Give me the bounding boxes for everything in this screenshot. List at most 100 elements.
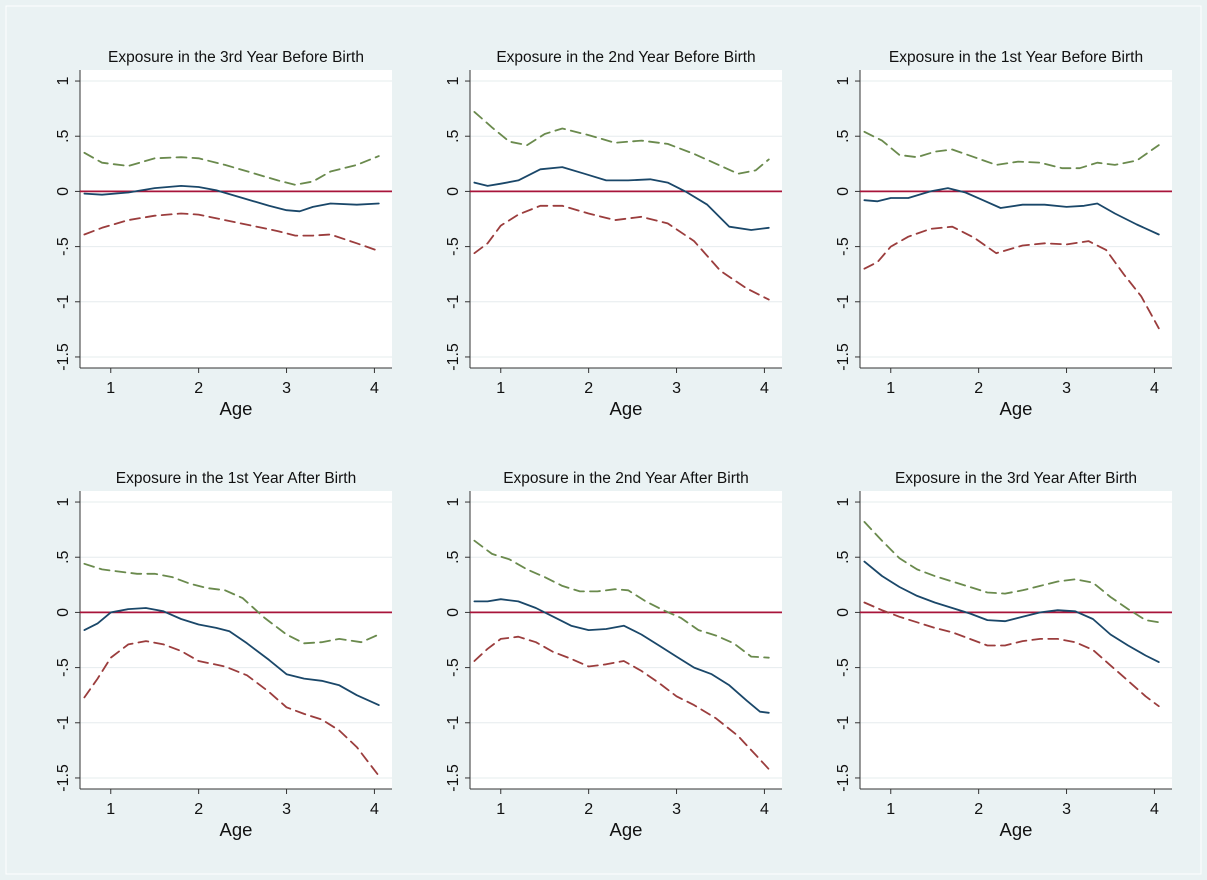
y-tick-label: -1.5 [835,764,852,792]
x-tick-label: 4 [370,380,379,397]
series-upper-line [83,562,380,645]
x-tick-label: 1 [886,380,895,397]
x-tick-label: 4 [1150,380,1159,397]
y-tick-label: -1 [445,295,462,309]
x-tick-label: 1 [496,380,505,397]
y-tick-label: 1 [835,497,852,506]
plot-area [80,70,392,368]
series-lower-line [473,635,770,770]
series-estimate-line [863,560,1160,663]
series-lower-line [473,204,770,301]
chart-title: Exposure in the 2nd Year After Birth [503,470,749,487]
series-estimate-line [863,187,1160,236]
y-tick-label: 1 [445,76,462,85]
x-tick-label: 2 [194,380,203,397]
series-lower-line [863,601,1160,708]
x-tick-label: 1 [886,801,895,818]
series-lower-line [83,212,380,252]
y-tick-label: -1.5 [55,343,72,371]
y-tick-label: -.5 [55,237,72,256]
x-tick-label: 3 [672,380,681,397]
series-estimate-line [473,166,770,231]
x-tick-label: 3 [1062,801,1071,818]
series-upper-line [83,151,380,186]
y-tick-label: -1 [55,295,72,309]
y-tick-label: .5 [835,550,852,563]
x-tick-label: 4 [760,380,769,397]
y-tick-label: 1 [835,76,852,85]
chart-panel-2: -1.5 -1 -.5 0 .5 1 1 2 3 4 Exposure in the 2nd Yea… [445,49,782,419]
chart-title: Exposure in the 3rd Year Before Birth [108,49,364,66]
x-tick-label: 2 [974,801,983,818]
x-tick-label: 3 [282,380,291,397]
series-estimate-line [473,598,770,714]
y-tick-label: 0 [55,608,72,617]
y-tick-label: .5 [55,550,72,563]
chart-panel-5: -1.5 -1 -.5 0 .5 1 1 2 3 4 Exposure in the 2nd Yea… [445,470,782,840]
y-tick-label: .5 [445,550,462,563]
y-tick-label: 1 [55,497,72,506]
series-lower-line [863,225,1160,330]
series-upper-line [863,521,1160,624]
y-tick-label: 1 [55,76,72,85]
chart-panel-4: -1.5 -1 -.5 0 .5 1 1 2 3 4 Exposure in the 1st Yea… [55,470,392,840]
series-estimate-line [83,184,380,213]
chart-panel-1: -1.5 -1 -.5 0 .5 1 1 2 3 4 Exposure in the 3rd Yea… [55,49,392,419]
x-axis-label: Age [610,398,643,419]
series-upper-line [473,111,770,175]
y-tick-label: -1.5 [445,343,462,371]
series-lower-line [83,640,380,777]
series-upper-line [473,539,770,659]
series-estimate-line [83,607,380,706]
x-tick-label: 3 [282,801,291,818]
plot-area [470,491,782,789]
x-tick-label: 2 [974,380,983,397]
x-axis-label: Age [220,398,253,419]
x-tick-label: 2 [194,801,203,818]
x-axis-label: Age [610,819,643,840]
x-tick-label: 2 [584,380,593,397]
x-tick-label: 4 [1150,801,1159,818]
y-tick-label: 0 [445,187,462,196]
y-tick-label: 1 [445,497,462,506]
y-tick-label: -1.5 [55,764,72,792]
plot-area [860,70,1172,368]
plot-area [80,491,392,789]
plot-area [860,491,1172,789]
x-tick-label: 3 [672,801,681,818]
x-tick-label: 3 [1062,380,1071,397]
chart-title: Exposure in the 1st Year Before Birth [889,49,1143,66]
x-axis-label: Age [1000,398,1033,419]
series-upper-line [863,130,1160,170]
y-tick-label: -.5 [55,658,72,677]
y-tick-label: -.5 [835,658,852,677]
y-tick-label: -1 [445,716,462,730]
y-tick-label: .5 [445,129,462,142]
y-tick-label: 0 [55,187,72,196]
y-tick-label: -1 [835,716,852,730]
y-tick-label: -1 [835,295,852,309]
y-tick-label: 0 [835,608,852,617]
chart-title: Exposure in the 1st Year After Birth [116,470,356,487]
x-tick-label: 1 [496,801,505,818]
x-tick-label: 4 [370,801,379,818]
y-tick-label: -.5 [835,237,852,256]
x-tick-label: 1 [106,380,115,397]
y-tick-label: .5 [835,129,852,142]
x-axis-label: Age [1000,819,1033,840]
y-tick-label: -1 [55,716,72,730]
x-tick-label: 4 [760,801,769,818]
y-tick-label: -1.5 [445,764,462,792]
chart-title: Exposure in the 3rd Year After Birth [895,470,1137,487]
chart-title: Exposure in the 2nd Year Before Birth [496,49,755,66]
y-tick-label: -1.5 [835,343,852,371]
y-tick-label: -.5 [445,237,462,256]
y-tick-label: 0 [445,608,462,617]
chart-panel-3: -1.5 -1 -.5 0 .5 1 1 2 3 4 Exposure in the 1st Yea… [835,49,1172,419]
y-tick-label: -.5 [445,658,462,677]
y-tick-label: 0 [835,187,852,196]
chart-panel-6: -1.5 -1 -.5 0 .5 1 1 2 3 4 Exposure in the 3rd Yea… [835,470,1172,840]
y-tick-label: .5 [55,129,72,142]
x-tick-label: 2 [584,801,593,818]
